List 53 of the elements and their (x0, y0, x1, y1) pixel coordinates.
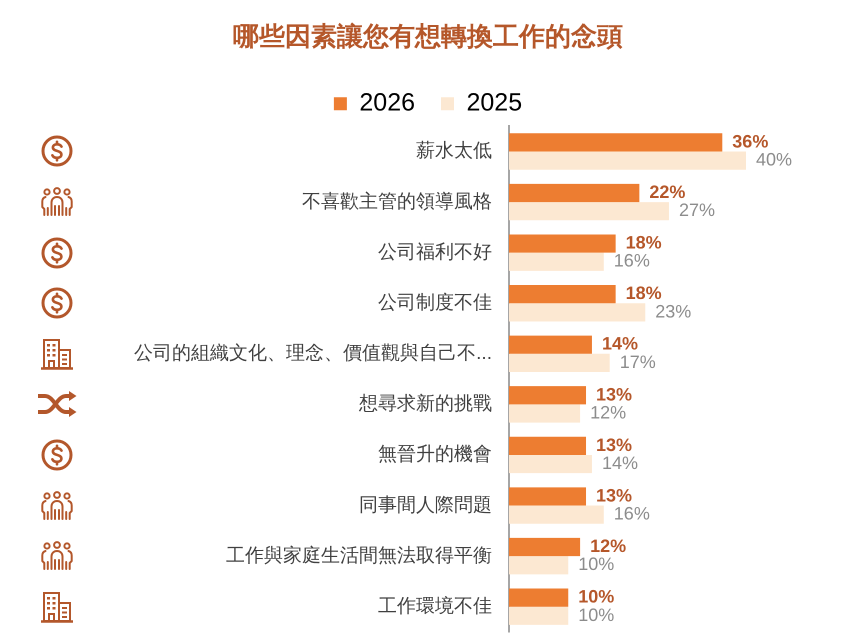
legend-label: 2026 (359, 88, 416, 117)
bar (509, 133, 722, 152)
data-label: 17% (620, 352, 656, 372)
y-tick-label: 無晉升的機會 (378, 444, 492, 466)
y-tick-label: 公司福利不好 (378, 242, 492, 263)
bar (509, 285, 616, 304)
bar (509, 252, 604, 271)
bar (509, 436, 586, 455)
bar (509, 184, 640, 202)
bar (509, 202, 669, 220)
y-tick-label: 公司制度不佳 (378, 291, 492, 314)
bar (509, 234, 616, 253)
data-label: 23% (655, 301, 692, 322)
bar (509, 386, 586, 404)
bar (509, 487, 586, 506)
data-label: 13% (596, 384, 632, 404)
bar (509, 151, 746, 170)
bar (509, 404, 580, 423)
data-label: 14% (602, 334, 638, 354)
data-label: 40% (756, 150, 792, 170)
bar (509, 556, 568, 574)
chart-title: 哪些因素讓您有想轉換工作的念頭 (233, 20, 623, 51)
bar (509, 354, 610, 372)
bar (509, 606, 568, 625)
data-label: 16% (614, 504, 650, 524)
y-tick-label: 薪水太低 (416, 140, 492, 162)
data-label: 18% (626, 283, 662, 304)
bar (509, 588, 568, 607)
y-tick-label: 工作環境不佳 (378, 594, 492, 617)
y-tick-label: 想尋求新的挑戰 (358, 392, 492, 415)
data-label: 14% (602, 453, 638, 474)
data-label: 12% (590, 402, 626, 422)
data-label: 22% (649, 182, 686, 202)
y-tick-label: 同事間人際問題 (359, 494, 492, 516)
data-label: 10% (578, 554, 614, 574)
data-label: 16% (614, 250, 650, 271)
data-label: 18% (626, 232, 662, 253)
bar (509, 454, 592, 474)
bar (509, 506, 604, 524)
bar (509, 336, 592, 354)
data-label: 13% (596, 485, 632, 506)
bar (509, 538, 580, 556)
data-label: 10% (578, 604, 614, 625)
legend-label: 2025 (466, 88, 522, 117)
data-label: 36% (732, 131, 768, 152)
y-tick-label: 不喜歡主管的領導風格 (302, 190, 492, 212)
y-tick-label: 公司的組織文化、理念、價值觀與自己不... (134, 343, 492, 364)
y-tick-label: 工作與家庭生活間無法取得平衡 (226, 544, 492, 566)
data-label: 27% (678, 200, 716, 220)
data-label: 12% (590, 536, 626, 556)
data-label: 13% (596, 434, 632, 455)
bar (509, 303, 646, 322)
data-label: 10% (578, 586, 614, 607)
